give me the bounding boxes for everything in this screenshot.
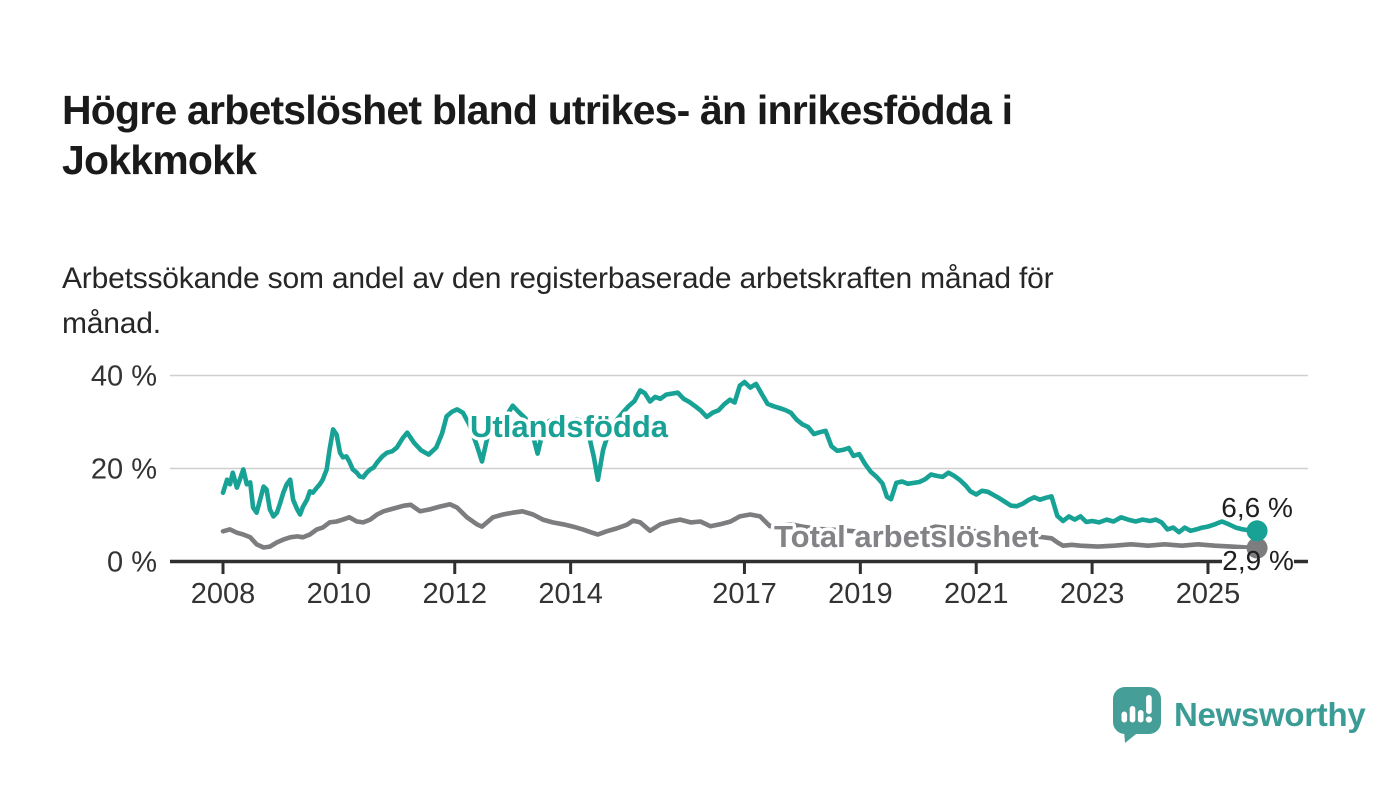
series-end-dot-utlandsfodda (1246, 520, 1268, 542)
y-tick-label: 40 % (91, 361, 157, 393)
series-line-total-arbetsloshet (220, 502, 1259, 551)
chart-subtitle-line-1: Arbetssökande som andel av den registerb… (62, 262, 1054, 295)
value-label-utlandsfodda: 6,6 % (1221, 492, 1293, 523)
x-tick-label: 2008 (191, 578, 256, 610)
value-label-total-arbetsloshet: 2,9 % (1222, 545, 1294, 576)
newsworthy-logo: Newsworthy (1112, 686, 1366, 744)
x-tick-label: 2012 (423, 578, 488, 610)
series-label-total-arbetsloshet: Total arbetslöshet (774, 519, 1039, 554)
x-tick-label: 2014 (538, 578, 603, 610)
series-label-utlandsfodda: Utlandsfödda (470, 409, 669, 444)
y-tick-label: 0 % (107, 547, 157, 579)
x-tick-label: 2019 (828, 578, 893, 610)
x-tick-label: 2025 (1176, 578, 1241, 610)
newsworthy-speech-bubble-bar-chart-icon (1113, 687, 1161, 743)
x-tick-label: 2023 (1060, 578, 1125, 610)
chart-title: Högre arbetslöshet bland utrikes- än inr… (62, 85, 1272, 185)
chart-subtitle: Arbetssökande som andel av den registerb… (62, 256, 1302, 346)
x-tick-label: 2010 (307, 578, 372, 610)
x-tick-label: 2021 (944, 578, 1009, 610)
y-tick-label: 20 % (91, 454, 157, 486)
series-line-utlandsfodda (220, 379, 1259, 535)
chart-title-line-2: Jokkmokk (62, 137, 257, 184)
chart-subtitle-line-2: månad. (62, 307, 161, 340)
chart-title-line-1: Högre arbetslöshet bland utrikes- än inr… (62, 87, 1013, 134)
x-tick-label: 2017 (712, 578, 777, 610)
newsworthy-logo-text: Newsworthy (1174, 696, 1366, 733)
series-end-dot-total (1246, 537, 1268, 559)
